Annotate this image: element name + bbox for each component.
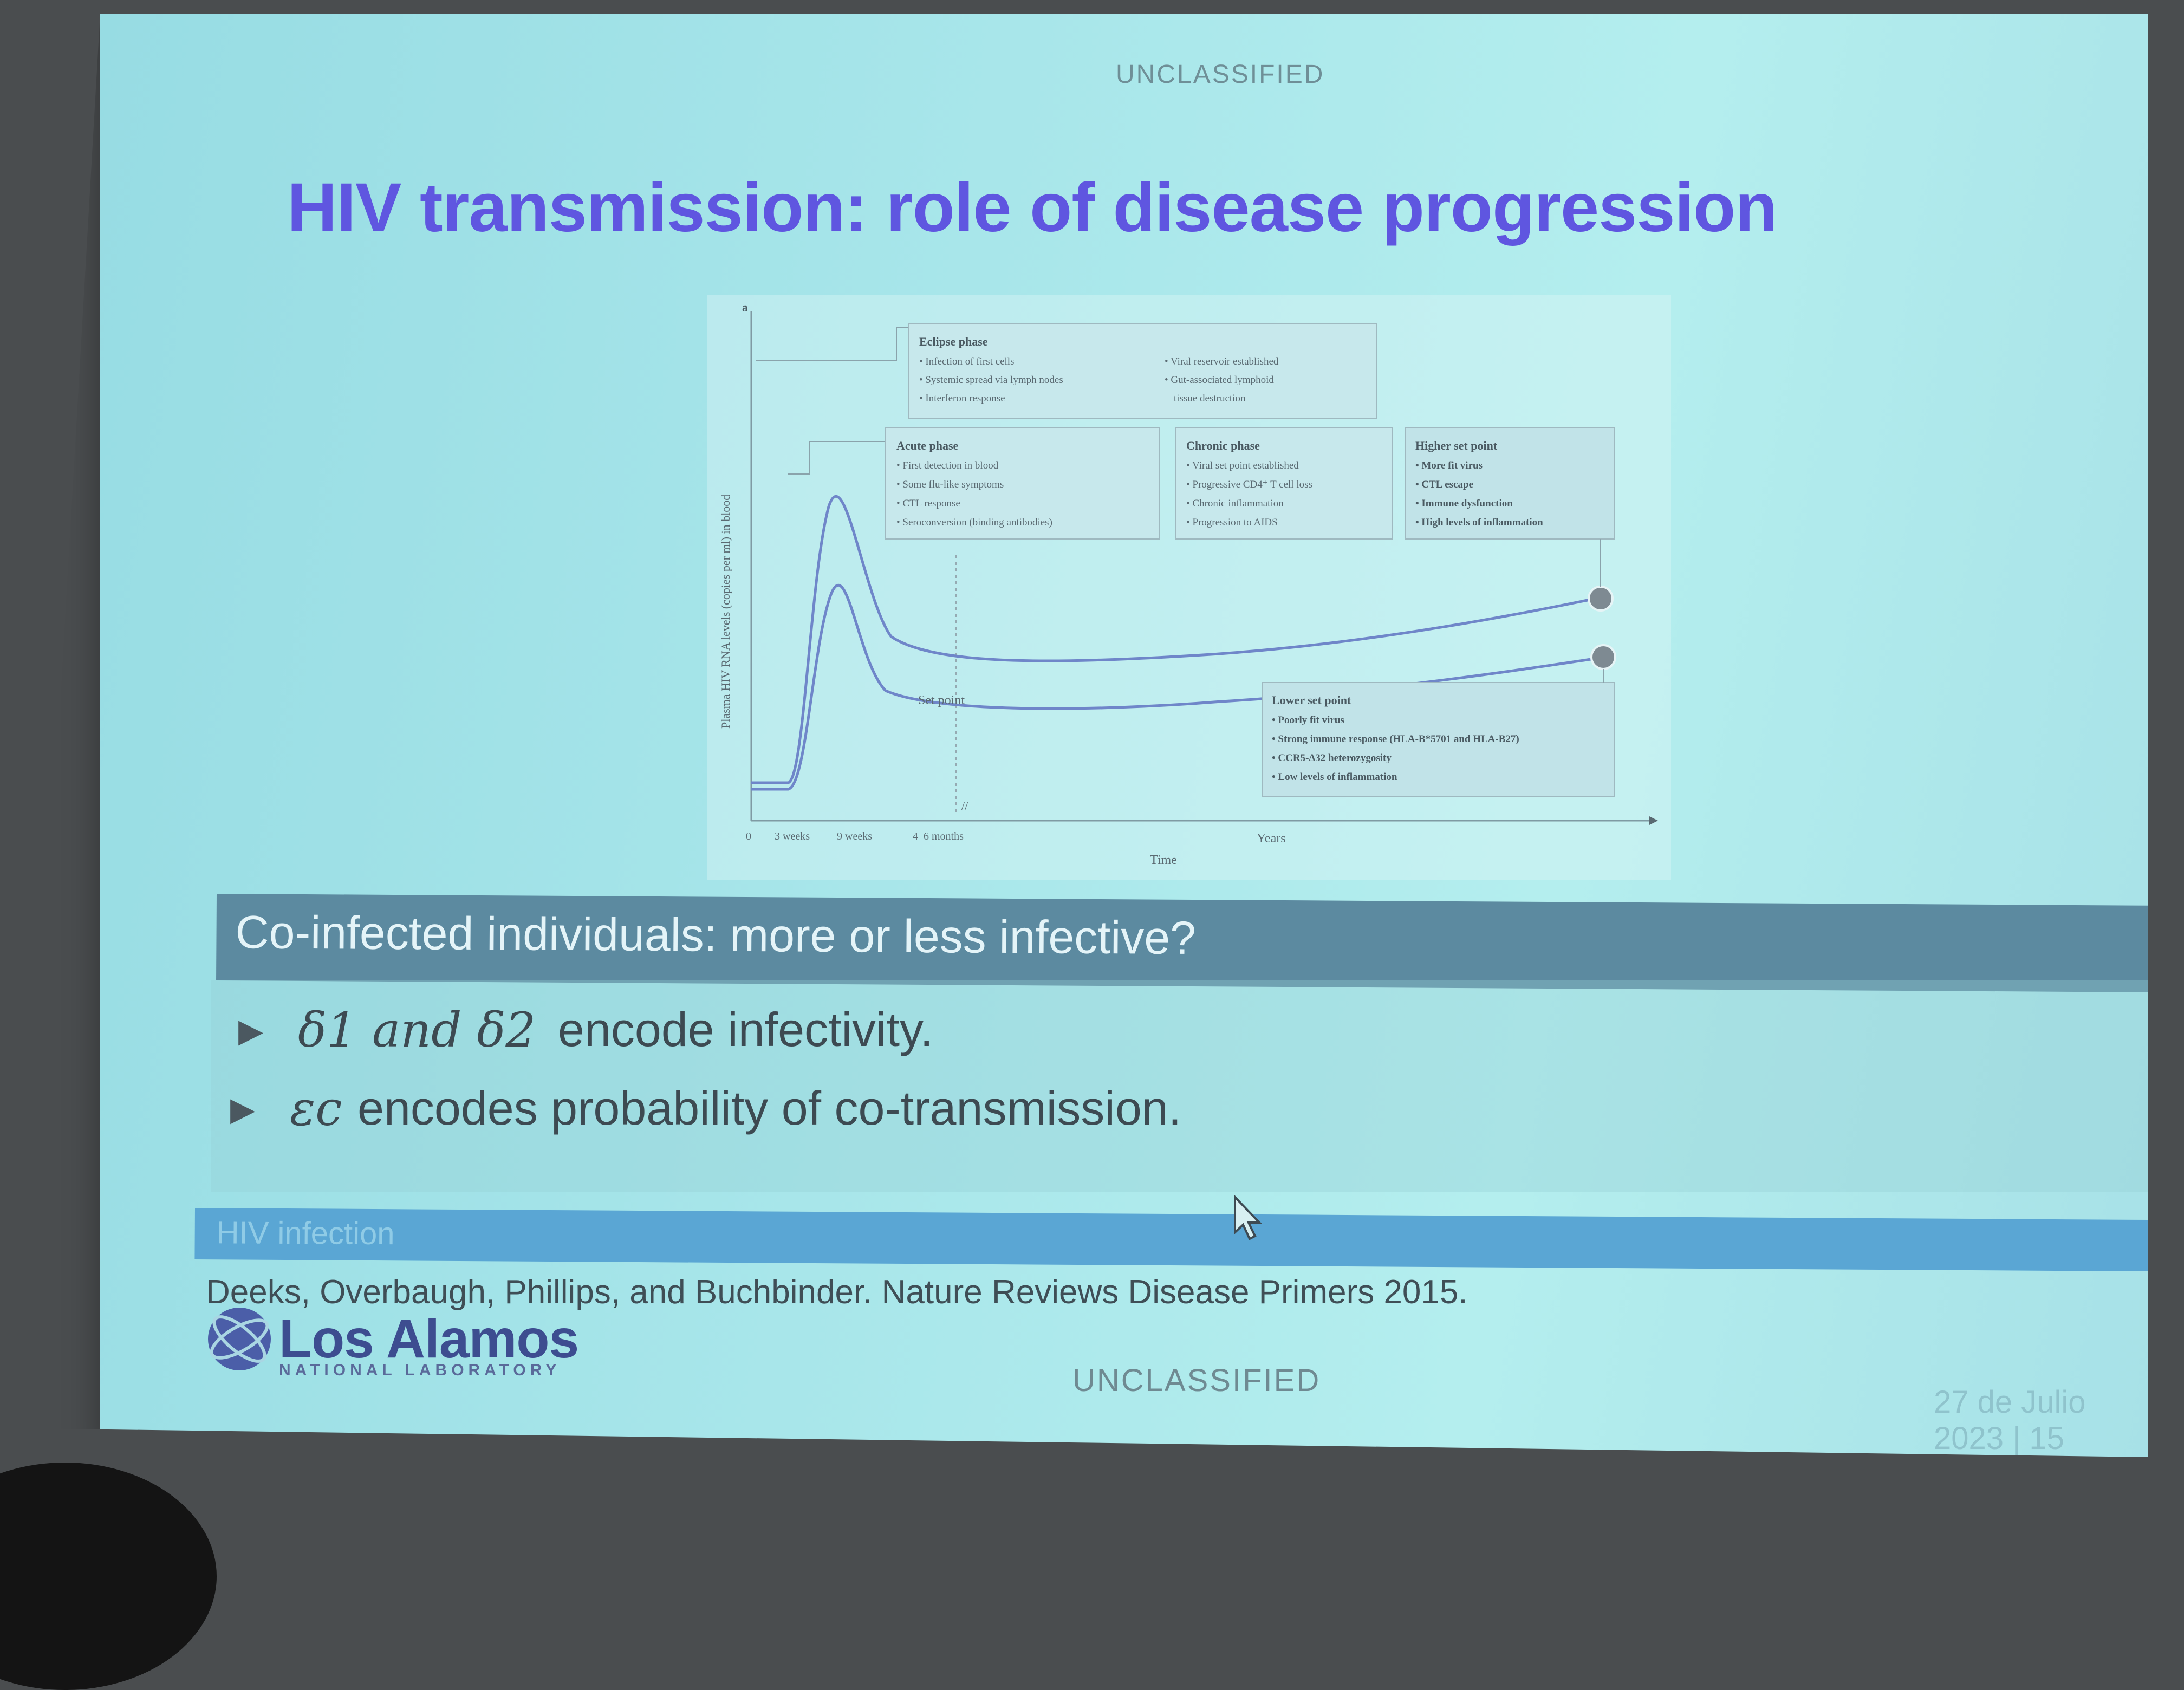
chronic-title: Chronic phase (1186, 439, 1260, 452)
lanl-globe-logo-icon (208, 1308, 271, 1370)
figure-svg: a Plasma HIV RNA levels (copies per ml) … (719, 301, 1658, 867)
x-axis-label: Time (1150, 853, 1177, 867)
eclipse-item: tissue destruction (1174, 393, 1246, 404)
higher-item: • Immune dysfunction (1415, 498, 1513, 509)
acute-connector (788, 441, 886, 474)
logo-subtitle: NATIONAL LABORATORY (279, 1361, 561, 1379)
panel-label: a (742, 301, 748, 314)
x-tick: 0 (746, 830, 751, 842)
chronic-phase-box (1175, 427, 1393, 540)
footer-section-label: HIV infection (216, 1215, 395, 1252)
eclipse-item: • Gut-associated lymphoid (1165, 374, 1274, 386)
higher-item: • CTL escape (1415, 479, 1473, 490)
lower-item: • CCR5-Δ32 heterozygosity (1272, 752, 1392, 764)
bullet-text: encodes probability of co-transmission. (358, 1081, 1182, 1135)
bullet-triangle-icon: ▶ (230, 1091, 256, 1127)
acute-title: Acute phase (896, 439, 959, 452)
eclipse-connector (756, 327, 910, 361)
bullet-symbol: δ1 and δ2 (298, 1002, 536, 1058)
eclipse-item: • Viral reservoir established (1165, 356, 1279, 367)
mouse-cursor-icon (1234, 1194, 1262, 1240)
bullet-triangle-icon: ▶ (238, 1012, 264, 1049)
classification-top: UNCLASSIFIED (1116, 60, 1325, 89)
lower-end-marker-icon (1590, 644, 1616, 670)
eclipse-phase-box (908, 323, 1377, 419)
citation: Deeks, Overbaugh, Phillips, and Buchbind… (206, 1273, 1468, 1311)
axis-break-icon: // (961, 799, 968, 812)
logo-name: Los Alamos (279, 1309, 579, 1369)
higher-item: • High levels of inflammation (1415, 517, 1543, 528)
lower-item: • Poorly fit virus (1272, 714, 1344, 726)
lower-item: • Low levels of inflammation (1272, 771, 1398, 783)
set-point-label: Set point (918, 693, 965, 707)
audience-head (0, 1462, 217, 1690)
x-tick: Years (1257, 831, 1286, 846)
lower-set-point-box (1262, 682, 1615, 797)
bullet-list: ▶ δ1 and δ2 encode infectivity. ▶ εc enc… (211, 980, 2148, 1192)
bullet-symbol: εc (290, 1081, 342, 1136)
x-axis-arrow (1649, 816, 1658, 825)
projected-slide: UNCLASSIFIED HIV transmission: role of d… (100, 14, 2148, 1457)
x-tick: 4–6 months (913, 830, 964, 842)
x-tick: 3 weeks (775, 830, 810, 842)
section-heading-band: Co-infected individuals: more or less in… (216, 894, 2148, 993)
x-tick: 9 weeks (837, 830, 872, 842)
acute-item: • First detection in blood (896, 460, 999, 471)
higher-title: Higher set point (1415, 439, 1498, 452)
higher-set-point-box (1405, 427, 1615, 540)
chronic-item: • Progressive CD4⁺ T cell loss (1186, 479, 1312, 490)
hiv-progression-figure: a Plasma HIV RNA levels (copies per ml) … (707, 295, 1671, 880)
footer-section-band: HIV infection (194, 1208, 2148, 1272)
chronic-item: • Progression to AIDS (1186, 517, 1278, 528)
higher-item: • More fit virus (1415, 460, 1483, 471)
slide-title: HIV transmission: role of disease progre… (287, 169, 1777, 246)
eclipse-item: • Systemic spread via lymph nodes (919, 374, 1063, 386)
eclipse-title: Eclipse phase (919, 335, 988, 348)
higher-setpoint-curve (751, 495, 1596, 784)
classification-bottom: UNCLASSIFIED (1072, 1363, 1321, 1398)
higher-end-marker-icon (1588, 586, 1614, 612)
eclipse-item: • Infection of first cells (919, 356, 1014, 367)
bullet-item: ▶ εc encodes probability of co-transmiss… (230, 1081, 2072, 1151)
acute-item: • CTL response (896, 498, 960, 509)
section-heading: Co-infected individuals: more or less in… (235, 906, 1197, 965)
lower-title: Lower set point (1272, 693, 1351, 707)
date-page-number: 27 de Julio 2023 | 15 (1934, 1384, 2086, 1456)
bullet-text: encode infectivity. (558, 1003, 933, 1056)
bullet-item: ▶ δ1 and δ2 encode infectivity. (238, 1002, 2080, 1072)
lower-item: • Strong immune response (HLA-B*5701 and… (1272, 733, 1519, 745)
chronic-item: • Viral set point established (1186, 460, 1299, 471)
acute-phase-box (885, 427, 1160, 540)
acute-item: • Some flu-like symptoms (896, 479, 1004, 490)
eclipse-item: • Interferon response (919, 393, 1005, 404)
chronic-item: • Chronic inflammation (1186, 498, 1284, 509)
acute-item: • Seroconversion (binding antibodies) (896, 517, 1052, 528)
y-axis-label: Plasma HIV RNA levels (copies per ml) in… (719, 495, 732, 729)
photo-scene: UNCLASSIFIED HIV transmission: role of d… (0, 14, 2148, 1690)
